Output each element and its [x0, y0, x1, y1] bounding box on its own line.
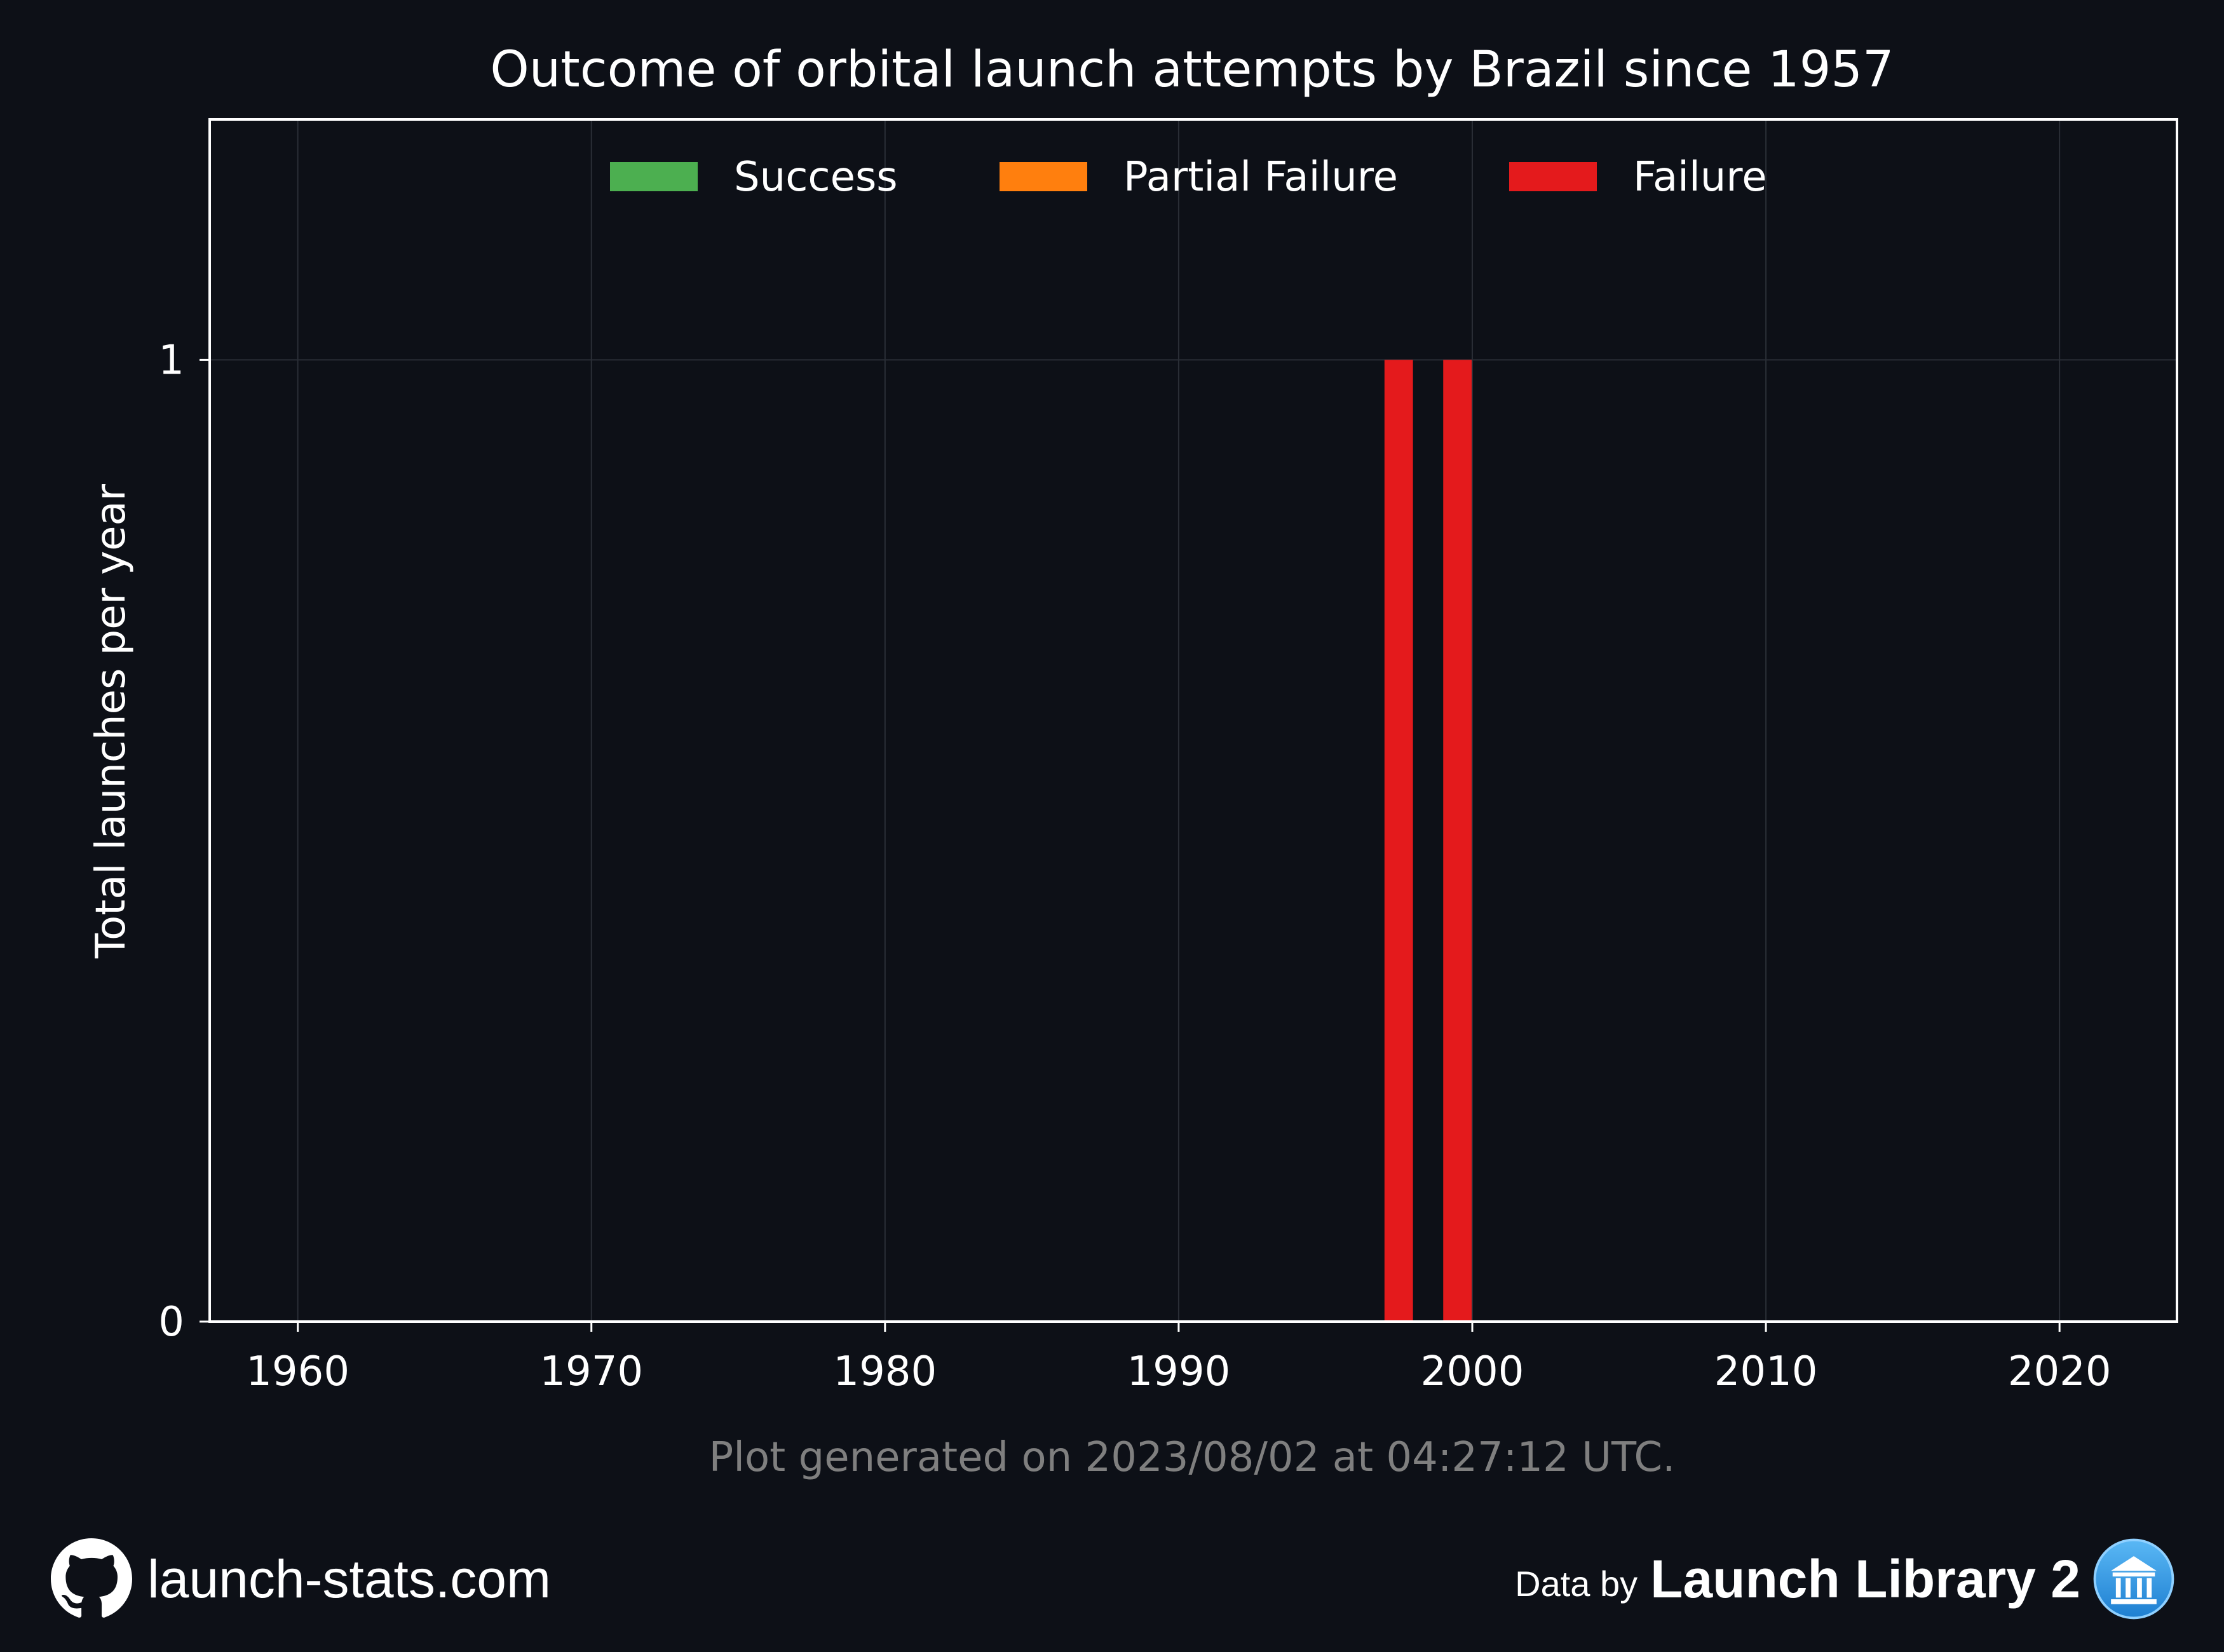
- plot-generated-note: Plot generated on 2023/08/02 at 04:27:12…: [709, 1434, 1676, 1481]
- x-tick-label-2000: 2000: [1421, 1348, 1524, 1395]
- x-tick-label-2020: 2020: [2008, 1348, 2112, 1395]
- data-by-label: Data by: [1515, 1563, 1638, 1604]
- y-axis-label: Total launches per year: [88, 484, 135, 959]
- x-tick-label-2010: 2010: [1714, 1348, 1818, 1395]
- x-tick-label-1970: 1970: [539, 1348, 643, 1395]
- plot-frame: [208, 118, 2178, 1323]
- chart-title: Outcome of orbital launch attempts by Br…: [490, 41, 1894, 98]
- legend: Success Partial Failure Failure: [610, 154, 1767, 201]
- grid-lines: [210, 119, 2177, 1322]
- site-url[interactable]: launch-stats.com: [147, 1548, 551, 1609]
- axis-ticks: 1960 1970 1980 1990 2000 2010 2020 0 1: [158, 337, 2111, 1395]
- legend-swatch-failure: [1509, 162, 1597, 191]
- launch-library-logo-icon: [2093, 1538, 2174, 1620]
- y-tick-label-0: 0: [158, 1299, 184, 1346]
- bars: [1384, 360, 1472, 1322]
- legend-label-partial-failure: Partial Failure: [1123, 154, 1398, 201]
- github-icon: [51, 1538, 132, 1618]
- x-tick-label-1990: 1990: [1127, 1348, 1230, 1395]
- bar-failure-1999: [1443, 360, 1472, 1322]
- bar-failure-1997: [1384, 360, 1413, 1322]
- legend-label-success: Success: [734, 154, 898, 201]
- legend-label-failure: Failure: [1633, 154, 1767, 201]
- legend-swatch-success: [610, 162, 698, 191]
- launch-library-brand[interactable]: Launch Library 2: [1650, 1548, 2080, 1609]
- footer-site: launch-stats.com: [51, 1538, 551, 1620]
- x-tick-label-1980: 1980: [833, 1348, 937, 1395]
- y-tick-label-1: 1: [158, 337, 184, 384]
- footer-data-credit: Data by Launch Library 2: [1515, 1538, 2174, 1620]
- legend-swatch-partial-failure: [1000, 162, 1087, 191]
- x-tick-label-1960: 1960: [246, 1348, 349, 1395]
